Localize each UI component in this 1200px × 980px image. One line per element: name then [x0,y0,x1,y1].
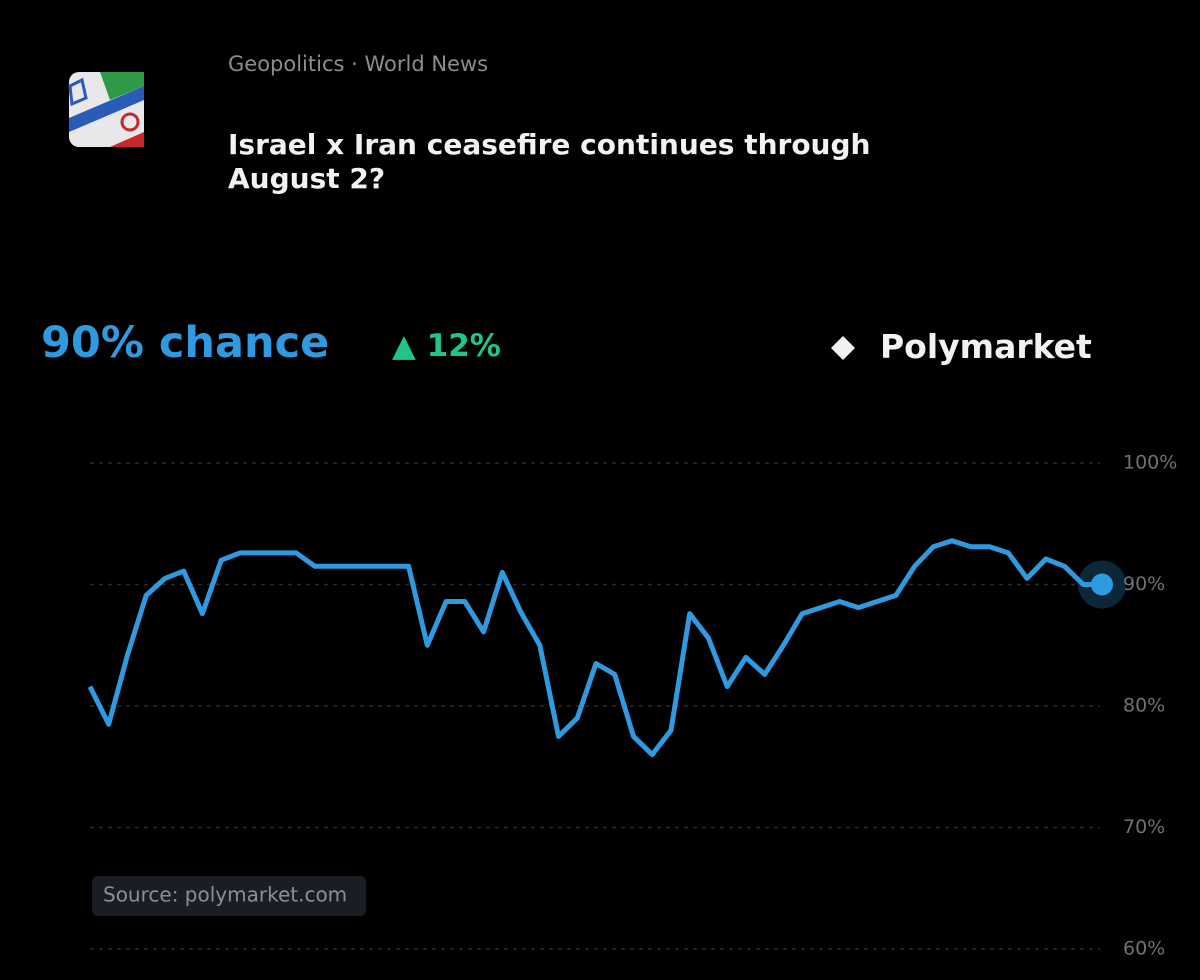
brand: Polymarket [880,327,1092,366]
source-box [92,876,366,916]
source: Source: polymarket.com [103,883,347,907]
market-icon [68,72,144,147]
title: Israel x Iran ceasefire continues throug… [228,128,871,195]
price-line [87,538,1102,758]
category: Geopolitics · World News [228,52,489,76]
brand-icon [831,336,855,360]
y-tick-label: 100% [1123,452,1177,474]
y-tick-label: 80% [1123,695,1165,717]
end-dot [1091,573,1113,596]
change: ▲ 12% [392,328,501,364]
y-tick-label: 70% [1123,816,1165,838]
y-tick-label: 90% [1123,573,1165,595]
headline: 90% chance [41,318,330,368]
y-tick-label: 60% [1123,938,1165,960]
plot: 60% 70% 80% 90% 100% [87,452,1177,960]
